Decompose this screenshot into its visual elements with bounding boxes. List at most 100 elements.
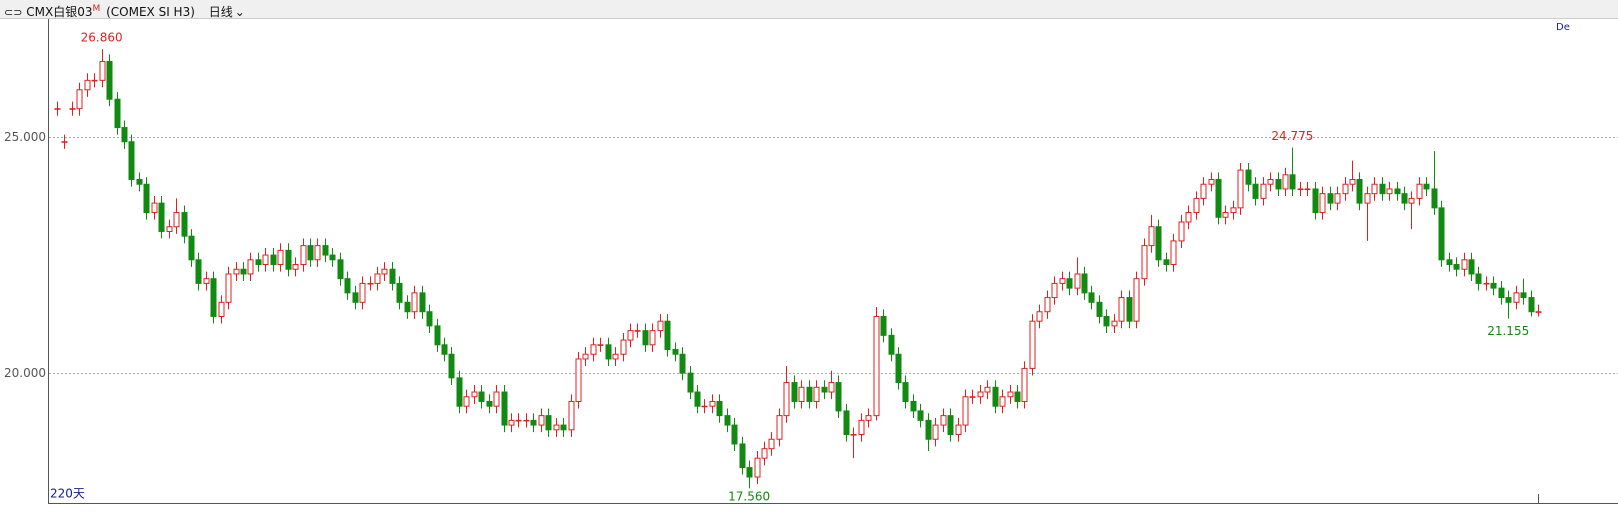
candle-body <box>679 353 686 374</box>
span-label: 220天 <box>50 487 85 501</box>
candle-body <box>1371 183 1378 195</box>
candle-body <box>910 400 917 412</box>
side-note: De <box>1556 22 1570 33</box>
candle-body <box>1014 391 1021 402</box>
candle-body <box>1267 179 1274 185</box>
candle-body <box>1118 297 1125 322</box>
candle-body <box>471 391 478 398</box>
header-bar: ⊂⊃ CMX白银03M (COMEX SI H3) 日线 ⌄ <box>0 0 1618 19</box>
candle-body <box>411 292 418 313</box>
candle-body <box>307 245 314 261</box>
candle-body <box>352 292 359 303</box>
period[interactable]: 日线 <box>208 5 233 19</box>
candle-body <box>746 467 753 478</box>
candle-body <box>850 434 857 436</box>
candle-body <box>1141 245 1148 280</box>
candle-body <box>1029 320 1036 369</box>
candle-body <box>1222 212 1229 218</box>
candle-body <box>873 315 880 417</box>
candle-body <box>151 202 158 214</box>
candle-body <box>664 320 671 351</box>
candle-body <box>843 410 850 436</box>
candle-body <box>634 330 641 332</box>
candle-body <box>880 315 887 336</box>
candle-body <box>344 278 351 294</box>
candle-body <box>1230 207 1237 214</box>
candle-body <box>493 391 500 407</box>
candle-body <box>255 259 262 266</box>
candle-body <box>329 254 336 261</box>
candle-body <box>1163 259 1170 266</box>
candle-body <box>225 273 232 303</box>
candle-body <box>1483 282 1490 285</box>
candle-body <box>1468 259 1475 275</box>
candle-body <box>1059 278 1066 284</box>
candle-body <box>1438 207 1445 261</box>
candle-body <box>1245 169 1252 185</box>
candle-body <box>597 344 604 346</box>
candle-body <box>969 396 976 398</box>
contract: (COMEX SI H3) <box>106 5 195 19</box>
candle-body <box>1096 301 1103 317</box>
candle-body <box>560 424 567 431</box>
candle-body <box>501 391 508 426</box>
candle-body <box>1520 292 1527 299</box>
candle-body <box>984 386 991 393</box>
candle-body <box>694 391 701 407</box>
candle-body <box>977 391 984 398</box>
link-icon[interactable]: ⊂⊃ <box>4 6 23 19</box>
candle-body <box>1423 183 1430 190</box>
candle-body <box>381 268 388 275</box>
candle-body <box>508 419 515 426</box>
candle-body <box>716 400 723 417</box>
low-label: 17.560 <box>728 490 770 504</box>
candle-body <box>486 400 493 407</box>
candle-body <box>932 424 939 440</box>
candle-body <box>530 419 537 426</box>
candle-body <box>776 415 783 440</box>
candle-body <box>1356 179 1363 204</box>
candle-body <box>99 60 106 81</box>
candle-body <box>612 353 619 360</box>
candle-body <box>210 278 217 317</box>
candle-body <box>962 396 969 426</box>
candle-body <box>1252 183 1259 199</box>
candle-body <box>300 245 307 266</box>
period-caret[interactable]: ⌄ <box>234 5 245 19</box>
candle-body <box>69 108 76 110</box>
candle-body <box>1490 282 1497 289</box>
candle-body <box>1446 259 1453 266</box>
candle-body <box>992 386 999 407</box>
candle-body <box>1208 179 1215 185</box>
candle-body <box>448 353 455 379</box>
candle-body <box>1044 297 1051 313</box>
candle-body <box>895 353 902 384</box>
candle-body <box>865 415 872 421</box>
symbol: CMX白银03 <box>26 5 93 19</box>
candle-body <box>835 382 842 412</box>
candle-body <box>731 424 738 445</box>
candle-body <box>1394 188 1401 195</box>
candle-body <box>114 98 121 129</box>
candle-body <box>1282 174 1289 190</box>
candle-body <box>1535 311 1542 313</box>
candle-body <box>247 259 254 275</box>
candle-body <box>195 259 202 284</box>
candle-body <box>1021 367 1028 402</box>
candle-body <box>1289 174 1296 190</box>
candle-body <box>91 79 98 82</box>
candle-body <box>1453 264 1460 270</box>
candle-body <box>1007 391 1014 398</box>
candle-body <box>902 382 909 402</box>
candle-body <box>605 344 612 360</box>
candle-body <box>620 339 627 355</box>
candle-body <box>262 254 269 266</box>
candle-body <box>1319 193 1326 214</box>
candle-body <box>1066 278 1073 289</box>
candle-body <box>1036 311 1043 322</box>
candle-body <box>1304 188 1311 191</box>
candle-body <box>277 249 284 266</box>
candle-body <box>642 330 649 346</box>
candle-body <box>173 212 180 228</box>
candle-body <box>1342 183 1349 195</box>
